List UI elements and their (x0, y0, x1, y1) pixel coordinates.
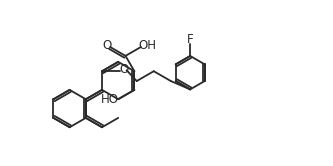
Text: O: O (119, 63, 128, 76)
Text: O: O (102, 39, 112, 52)
Text: HO: HO (101, 93, 119, 106)
Text: F: F (187, 33, 193, 46)
Text: OH: OH (139, 39, 157, 52)
